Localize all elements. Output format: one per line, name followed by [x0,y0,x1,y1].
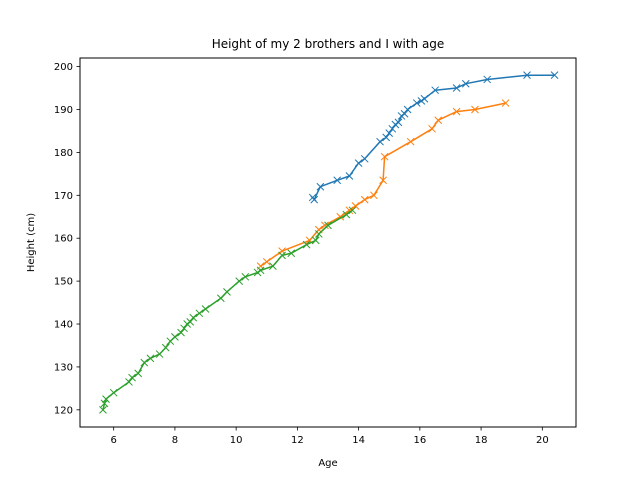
data-point-marker [316,182,325,191]
data-point-marker [186,318,195,326]
data-point-marker [180,324,188,333]
data-point-marker [380,152,389,161]
data-point-marker [333,176,342,185]
data-point-marker [161,343,170,352]
data-point-marker [302,240,311,249]
data-point-marker [314,230,323,238]
x-tick-label: 18 [475,435,488,446]
axes-frame [79,57,577,428]
data-point-marker [394,118,403,127]
x-axis: 6 8 10 12 14 16 18 20 [110,427,549,446]
data-point-marker [342,210,351,219]
data-point-marker [256,266,265,275]
data-point-marker [171,333,179,341]
y-tick-label: 150 [54,277,73,288]
data-point-marker [420,94,429,103]
x-tick-label: 20 [536,435,549,446]
data-point-marker [195,309,204,318]
data-point-marker [201,305,210,313]
data-point-marker [155,350,164,358]
y-tick-label: 200 [54,62,73,73]
y-axis-label: Height (cm) [26,213,37,272]
data-point-marker [385,129,394,137]
data-point-marker [452,107,461,116]
data-point-marker [348,206,357,215]
y-tick-label: 160 [54,234,73,245]
data-point-marker [140,358,149,367]
data-point-marker [134,369,143,378]
y-tick-label: 180 [54,148,73,159]
data-point-marker [235,277,244,285]
data-point-marker [523,71,531,80]
data-point-marker [324,221,332,230]
data-point-marker [269,262,277,270]
series-1 [308,71,559,204]
data-point-marker [382,133,391,142]
data-point-marker [501,99,510,107]
x-tick-label: 6 [110,435,116,446]
data-point-marker [345,172,354,180]
data-point-marker [471,105,479,114]
data-point-marker [400,109,409,118]
x-axis-label: Age [318,458,337,469]
x-tick-label: 8 [172,435,178,446]
data-point-marker [452,84,461,92]
series-line [260,102,506,267]
data-point-marker [311,236,320,245]
series-line [312,74,555,201]
series-3 [99,206,357,414]
data-point-marker [109,388,118,397]
data-point-marker [379,176,387,185]
data-point-marker [388,124,397,133]
data-point-marker [216,294,225,303]
series-2 [256,99,510,270]
data-point-marker [412,99,421,107]
data-point-marker [345,206,354,215]
plot-area [99,71,559,414]
data-point-marker [360,195,369,204]
data-point-marker [99,405,107,414]
data-point-marker [428,124,436,133]
data-point-marker [128,373,136,382]
data-point-marker [431,86,440,95]
y-tick-label: 130 [54,362,73,373]
data-point-marker [102,395,110,403]
data-point-marker [351,202,360,210]
y-tick-label: 120 [54,405,73,416]
y-axis: 120 130 140 150 160 170 180 190 200 [54,62,80,416]
data-point-marker [434,116,443,125]
data-point-marker [177,328,185,337]
data-point-marker [360,154,369,163]
data-point-marker [406,137,415,146]
data-point-marker [278,251,286,260]
data-point-marker [461,79,470,88]
data-point-marker [100,399,109,408]
y-tick-label: 190 [54,105,73,116]
y-tick-label: 140 [54,320,73,331]
data-point-marker [146,354,155,363]
x-tick-label: 14 [352,435,365,446]
data-point-marker [287,249,296,258]
data-point-marker [376,137,384,146]
data-point-marker [310,195,319,204]
x-tick-label: 12 [291,435,304,446]
x-tick-label: 10 [230,435,243,446]
data-point-marker [189,313,198,322]
data-point-marker [403,105,412,114]
chart-title: Height of my 2 brothers and I with age [212,37,445,51]
y-tick-label: 170 [54,191,73,202]
data-point-marker [241,272,250,281]
data-point-marker [223,287,231,296]
data-point-marker [125,378,133,386]
data-point-marker [370,191,378,200]
x-tick-label: 16 [413,435,426,446]
data-point-marker [262,257,271,266]
data-point-marker [550,71,559,80]
data-point-marker [321,221,329,230]
data-point-marker [354,159,363,167]
data-point-marker [483,75,492,84]
